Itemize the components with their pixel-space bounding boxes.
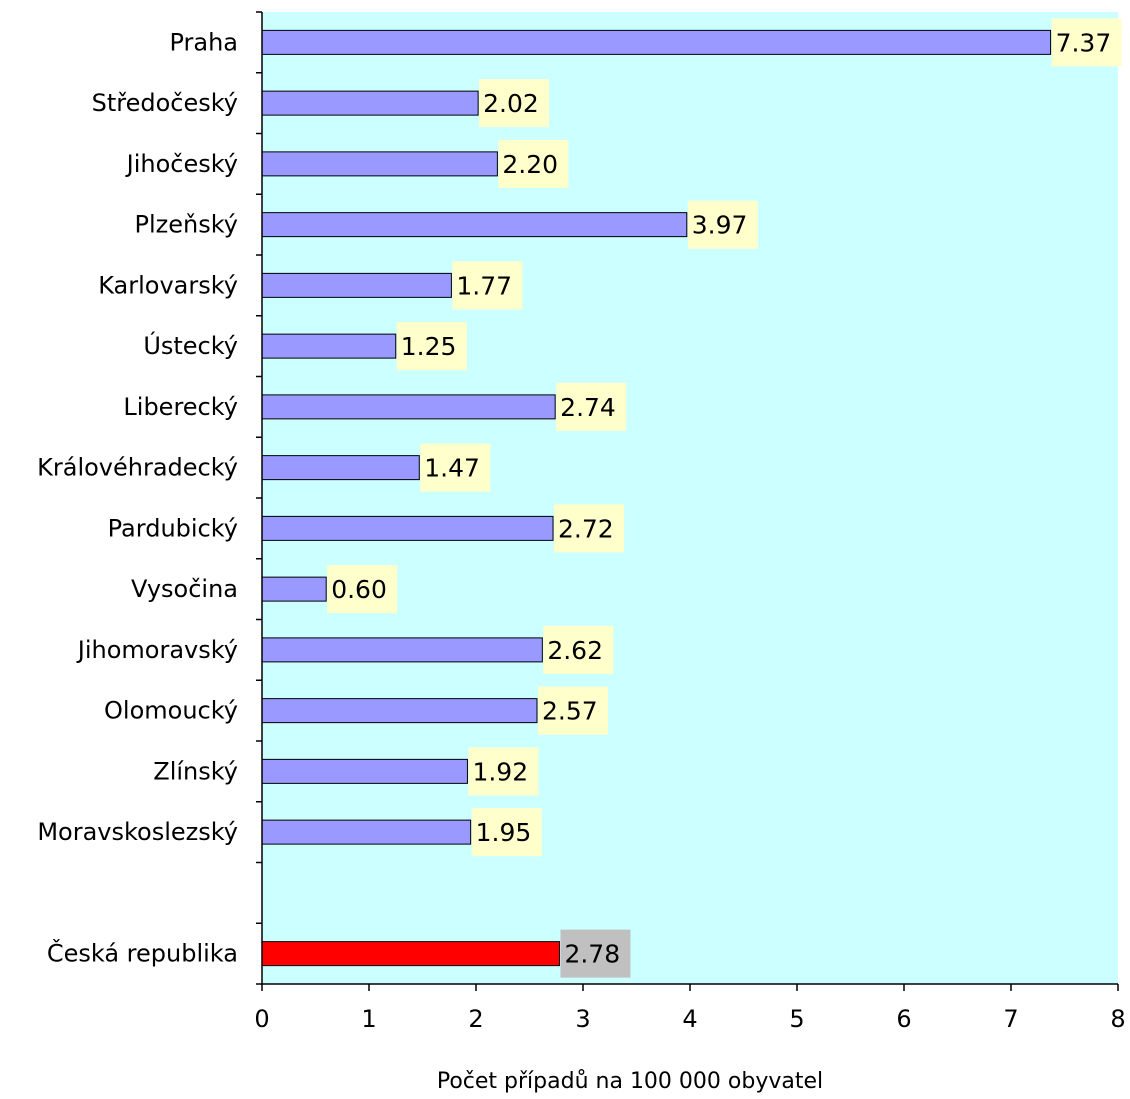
bar-ceska-republika (261, 941, 560, 967)
category-label-plzensky: Plzeňský (135, 211, 238, 239)
x-tick-label: 8 (1110, 1005, 1125, 1033)
x-tick-label: 5 (789, 1005, 804, 1033)
category-label-karlovarsky: Karlovarský (98, 271, 238, 299)
value-label-pardubicky: 2.72 (558, 514, 614, 543)
category-label-moravskoslezsky: Moravskoslezský (37, 818, 238, 846)
bar-olomoucky (261, 698, 538, 724)
x-tick-label: 3 (575, 1005, 590, 1033)
category-label-praha: Praha (169, 28, 238, 56)
value-label-olomoucky: 2.57 (542, 697, 598, 726)
value-label-stredocesky: 2.02 (483, 89, 539, 118)
category-label-stredocesky: Středočeský (92, 89, 238, 117)
bar-jihocesky (261, 151, 498, 177)
value-label-bg-karlovarsky (452, 261, 523, 310)
value-label-bg-ustecky (396, 322, 467, 371)
category-label-jihocesky: Jihočeský (125, 150, 238, 178)
category-label-pardubicky: Pardubický (108, 514, 238, 542)
value-label-bg-pardubicky (554, 504, 625, 553)
bar-ustecky (261, 333, 397, 359)
x-axis-title: Počet případů na 100 000 obyvatel (437, 1069, 823, 1094)
value-label-bg-stredocesky (479, 79, 550, 128)
bar-zlinsky (261, 758, 468, 784)
category-label-ceska-republika: Česká republika (47, 938, 238, 968)
value-label-bg-liberecky (556, 382, 627, 431)
value-label-bg-jihomoravsky (543, 625, 614, 674)
value-label-praha: 7.37 (1056, 28, 1112, 57)
value-label-bg-jihocesky (498, 139, 569, 188)
bar-moravskoslezsky (261, 819, 472, 845)
category-label-vysocina: Vysočina (131, 575, 238, 603)
bar-praha (261, 29, 1052, 55)
value-label-bg-plzensky (687, 200, 758, 249)
value-label-kralovehradecky: 1.47 (424, 454, 480, 483)
x-tick-label: 0 (254, 1005, 269, 1033)
category-label-ustecky: Ústecký (143, 330, 238, 360)
value-label-bg-vysocina (327, 565, 398, 614)
value-label-bg-ceska-republika (560, 929, 631, 978)
value-label-bg-kralovehradecky (420, 443, 491, 492)
value-label-jihocesky: 2.20 (502, 150, 558, 179)
bar-vysocina (261, 576, 327, 602)
category-label-zlinsky: Zlínský (153, 757, 238, 785)
x-tick-label: 2 (468, 1005, 483, 1033)
x-tick-label: 1 (361, 1005, 376, 1033)
bar-jihomoravsky (261, 637, 543, 663)
value-label-jihomoravsky: 2.62 (547, 636, 603, 665)
value-label-moravskoslezsky: 1.95 (476, 818, 532, 847)
value-label-karlovarsky: 1.77 (456, 271, 512, 300)
value-label-plzensky: 3.97 (692, 211, 748, 240)
value-label-bg-praha (1051, 18, 1122, 67)
x-tick-label: 4 (682, 1005, 697, 1033)
value-label-bg-zlinsky (468, 747, 539, 796)
bar-pardubicky (261, 515, 554, 541)
category-label-kralovehradecky: Královéhradecký (37, 454, 238, 482)
value-label-zlinsky: 1.92 (472, 757, 528, 786)
value-label-bg-olomoucky (537, 686, 608, 735)
value-label-bg-moravskoslezsky (471, 808, 542, 857)
category-label-jihomoravsky: Jihomoravský (76, 636, 238, 664)
value-label-ustecky: 1.25 (401, 332, 457, 361)
bar-kralovehradecky (261, 455, 420, 481)
x-tick-label: 7 (1003, 1005, 1018, 1033)
value-label-liberecky: 2.74 (560, 393, 616, 422)
value-label-vysocina: 0.60 (331, 575, 387, 604)
category-label-liberecky: Liberecký (123, 393, 238, 421)
bar-karlovarsky (261, 272, 452, 298)
bar-stredocesky (261, 90, 479, 116)
category-label-olomoucky: Olomoucký (104, 697, 238, 725)
x-tick-label: 6 (896, 1005, 911, 1033)
value-label-ceska-republika: 2.78 (564, 940, 620, 969)
bar-liberecky (261, 394, 556, 420)
bar-plzensky (261, 212, 688, 238)
